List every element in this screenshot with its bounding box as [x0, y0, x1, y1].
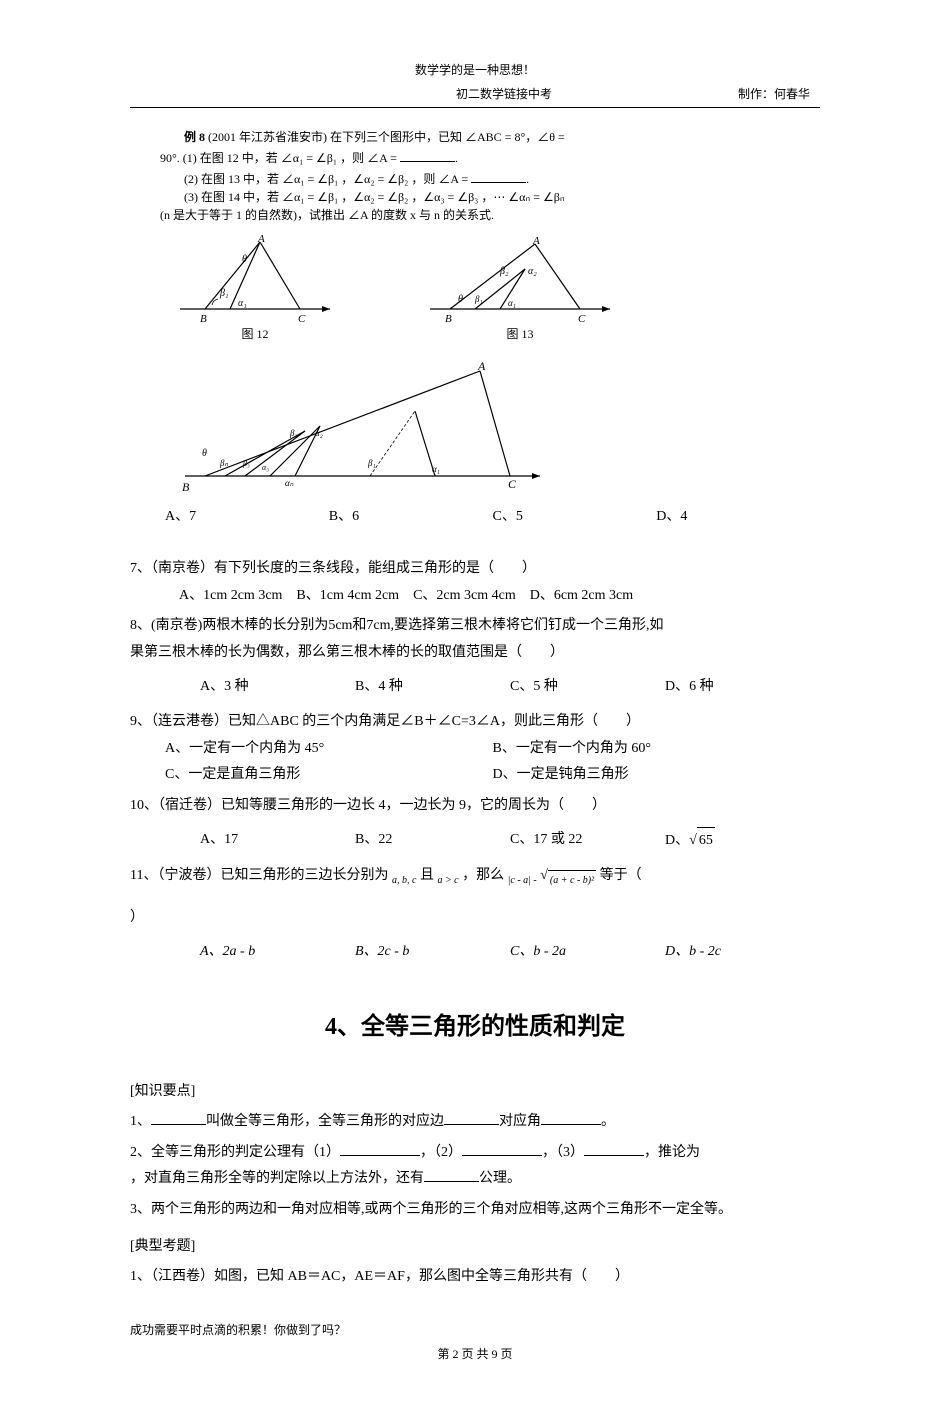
example-label: 例 8: [184, 130, 205, 144]
opt-c: C、b - 2a: [510, 939, 665, 966]
opt-d: D、一定是钝角三角形: [493, 762, 821, 789]
question-11: 11、（宁波卷）已知三角形的三边长分别为 a, b, c 且 a > c ，那么…: [130, 863, 820, 966]
opt-d: D、b - 2c: [665, 939, 820, 966]
svg-text:α₃: α₃: [262, 463, 269, 472]
footer-quote: 成功需要平时点滴的积累！你做到了吗？: [130, 1320, 820, 1342]
svg-text:βₙ: βₙ: [219, 458, 228, 468]
svg-text:A: A: [257, 234, 265, 245]
footer-page: 第 2 页 共 9 页: [130, 1344, 820, 1366]
svg-text:B: B: [445, 313, 452, 324]
svg-text:β₂: β₂: [289, 428, 298, 438]
opt-b: B、6: [329, 504, 493, 529]
opt-d: D、4: [656, 504, 820, 529]
section-4-title: 4、全等三角形的性质和判定: [130, 1006, 820, 1049]
exam-q1: 1、（江西卷）如图，已知 AB＝AC，AE＝AF，那么图中全等三角形共有（ ）: [130, 1264, 820, 1291]
exam-label: [典型考题]: [130, 1234, 820, 1259]
svg-text:β₂: β₂: [499, 266, 509, 277]
example-line-2: 90°. (1) 在图 12 中，若 ∠α₁ = ∠β₁ ，则 ∠A = .: [160, 146, 820, 167]
svg-text:β₃: β₃: [242, 459, 250, 468]
svg-text:αₙ: αₙ: [285, 478, 294, 488]
figures-top-row: A B C θ β₁ α₁ 图 12 A B C β₂ α₂: [170, 234, 820, 346]
figure-14: A B C θ βₙ β₃ α₃ α₂ β₂ β₁ α₁ αₙ: [170, 356, 820, 496]
page-header: 数学学的是一种思想！ 初二数学链接中考 制作：何春华: [130, 60, 820, 108]
example-line-3: (2) 在图 13 中，若 ∠α₁ = ∠β₁ ，∠α₂ = ∠β₂ ，则 ∠A…: [160, 167, 820, 188]
opt-a: A、一定有一个内角为 45°: [165, 736, 493, 763]
header-author: 制作：何春华: [738, 84, 810, 106]
svg-text:α₂: α₂: [315, 428, 323, 438]
svg-text:A: A: [477, 359, 486, 373]
opt-a: A、17: [200, 827, 355, 855]
example-options: A、7 B、6 C、5 D、4: [165, 504, 820, 529]
header-line-2: 初二数学链接中考: [140, 84, 738, 106]
opt-a: A、3 种: [200, 674, 355, 701]
opt-a: A、2a - b: [200, 939, 355, 966]
opt-d: D、6 种: [665, 674, 820, 701]
question-8: 8、(南京卷)两根木棒的长分别为5cm和7cm,要选择第三根木棒将它们钉成一个三…: [130, 613, 820, 701]
blank: [400, 146, 455, 162]
svg-text:β₁: β₁: [367, 458, 376, 468]
svg-text:α₁: α₁: [238, 298, 247, 309]
opt-c: C、5: [493, 504, 657, 529]
page-footer: 成功需要平时点滴的积累！你做到了吗？ 第 2 页 共 9 页: [130, 1320, 820, 1365]
question-10: 10、（宿迁卷）已知等腰三角形的一边长 4，一边长为 9，它的周长为（ ） A、…: [130, 793, 820, 855]
svg-text:θ: θ: [242, 254, 247, 265]
svg-text:C: C: [508, 477, 517, 491]
opt-a: A、7: [165, 504, 329, 529]
svg-text:β₁: β₁: [219, 288, 228, 299]
example-line-5: (n 是大于等于 1 的自然数)，试推出 ∠A 的度数 x 与 n 的关系式.: [160, 206, 820, 224]
svg-text:B: B: [200, 313, 207, 324]
example-intro: 在下列三个图形中，已知 ∠ABC = 8°，∠θ =: [330, 130, 565, 144]
figure-13: A B C β₂ α₂ θ β₁ α₁ 图 13: [420, 234, 620, 346]
svg-text:β₁: β₁: [474, 294, 483, 304]
svg-text:C: C: [578, 313, 586, 324]
opt-b: B、22: [355, 827, 510, 855]
figure-12: A B C θ β₁ α₁ 图 12: [170, 234, 340, 346]
fig13-label: 图 13: [420, 324, 620, 346]
svg-text:θ: θ: [458, 294, 463, 305]
opt-d: D、√65: [665, 827, 820, 855]
fig12-label: 图 12: [170, 324, 340, 346]
example-source: (2001 年江苏省淮安市): [208, 130, 327, 144]
svg-text:α₁: α₁: [508, 298, 516, 308]
example-8: 例 8 (2001 年江苏省淮安市) 在下列三个图形中，已知 ∠ABC = 8°…: [160, 128, 820, 224]
question-7: 7、（南京卷）有下列长度的三条线段，能组成三角形的是（ ） A、1cm 2cm …: [130, 556, 820, 609]
opt-c: C、17 或 22: [510, 827, 665, 855]
blank: [471, 167, 526, 183]
svg-text:C: C: [298, 313, 306, 324]
knowledge-2: 2、全等三角形的判定公理有（1），（2），（3），推论为 ，对直角三角形全等的判…: [130, 1140, 820, 1193]
opt-c: C、5 种: [510, 674, 665, 701]
opt-b: B、一定有一个内角为 60°: [493, 736, 821, 763]
svg-text:A: A: [532, 235, 540, 247]
header-line-1: 数学学的是一种思想！: [130, 60, 820, 82]
example-line-4: (3) 在图 14 中，若 ∠α₁ = ∠β₁ ，∠α₂ = ∠β₂ ，∠α₃ …: [160, 188, 820, 206]
svg-text:B: B: [182, 480, 190, 494]
example-line-1: 例 8 (2001 年江苏省淮安市) 在下列三个图形中，已知 ∠ABC = 8°…: [160, 128, 820, 146]
svg-text:θ: θ: [202, 448, 207, 459]
knowledge-label: [知识要点]: [130, 1079, 820, 1104]
question-9: 9、（连云港卷）已知△ABC 的三个内角满足∠B＋∠C=3∠A，则此三角形（ ）…: [130, 709, 820, 789]
knowledge-1: 1、叫做全等三角形，全等三角形的对应边对应角。: [130, 1109, 820, 1136]
svg-text:α₁: α₁: [432, 464, 440, 474]
svg-text:α₂: α₂: [528, 266, 537, 277]
opt-b: B、4 种: [355, 674, 510, 701]
opt-b: B、2c - b: [355, 939, 510, 966]
opt-c: C、一定是直角三角形: [165, 762, 493, 789]
knowledge-3: 3、两个三角形的两边和一角对应相等,或两个三角形的三个角对应相等,这两个三角形不…: [130, 1197, 820, 1224]
header-row: 初二数学链接中考 制作：何春华: [130, 84, 820, 109]
